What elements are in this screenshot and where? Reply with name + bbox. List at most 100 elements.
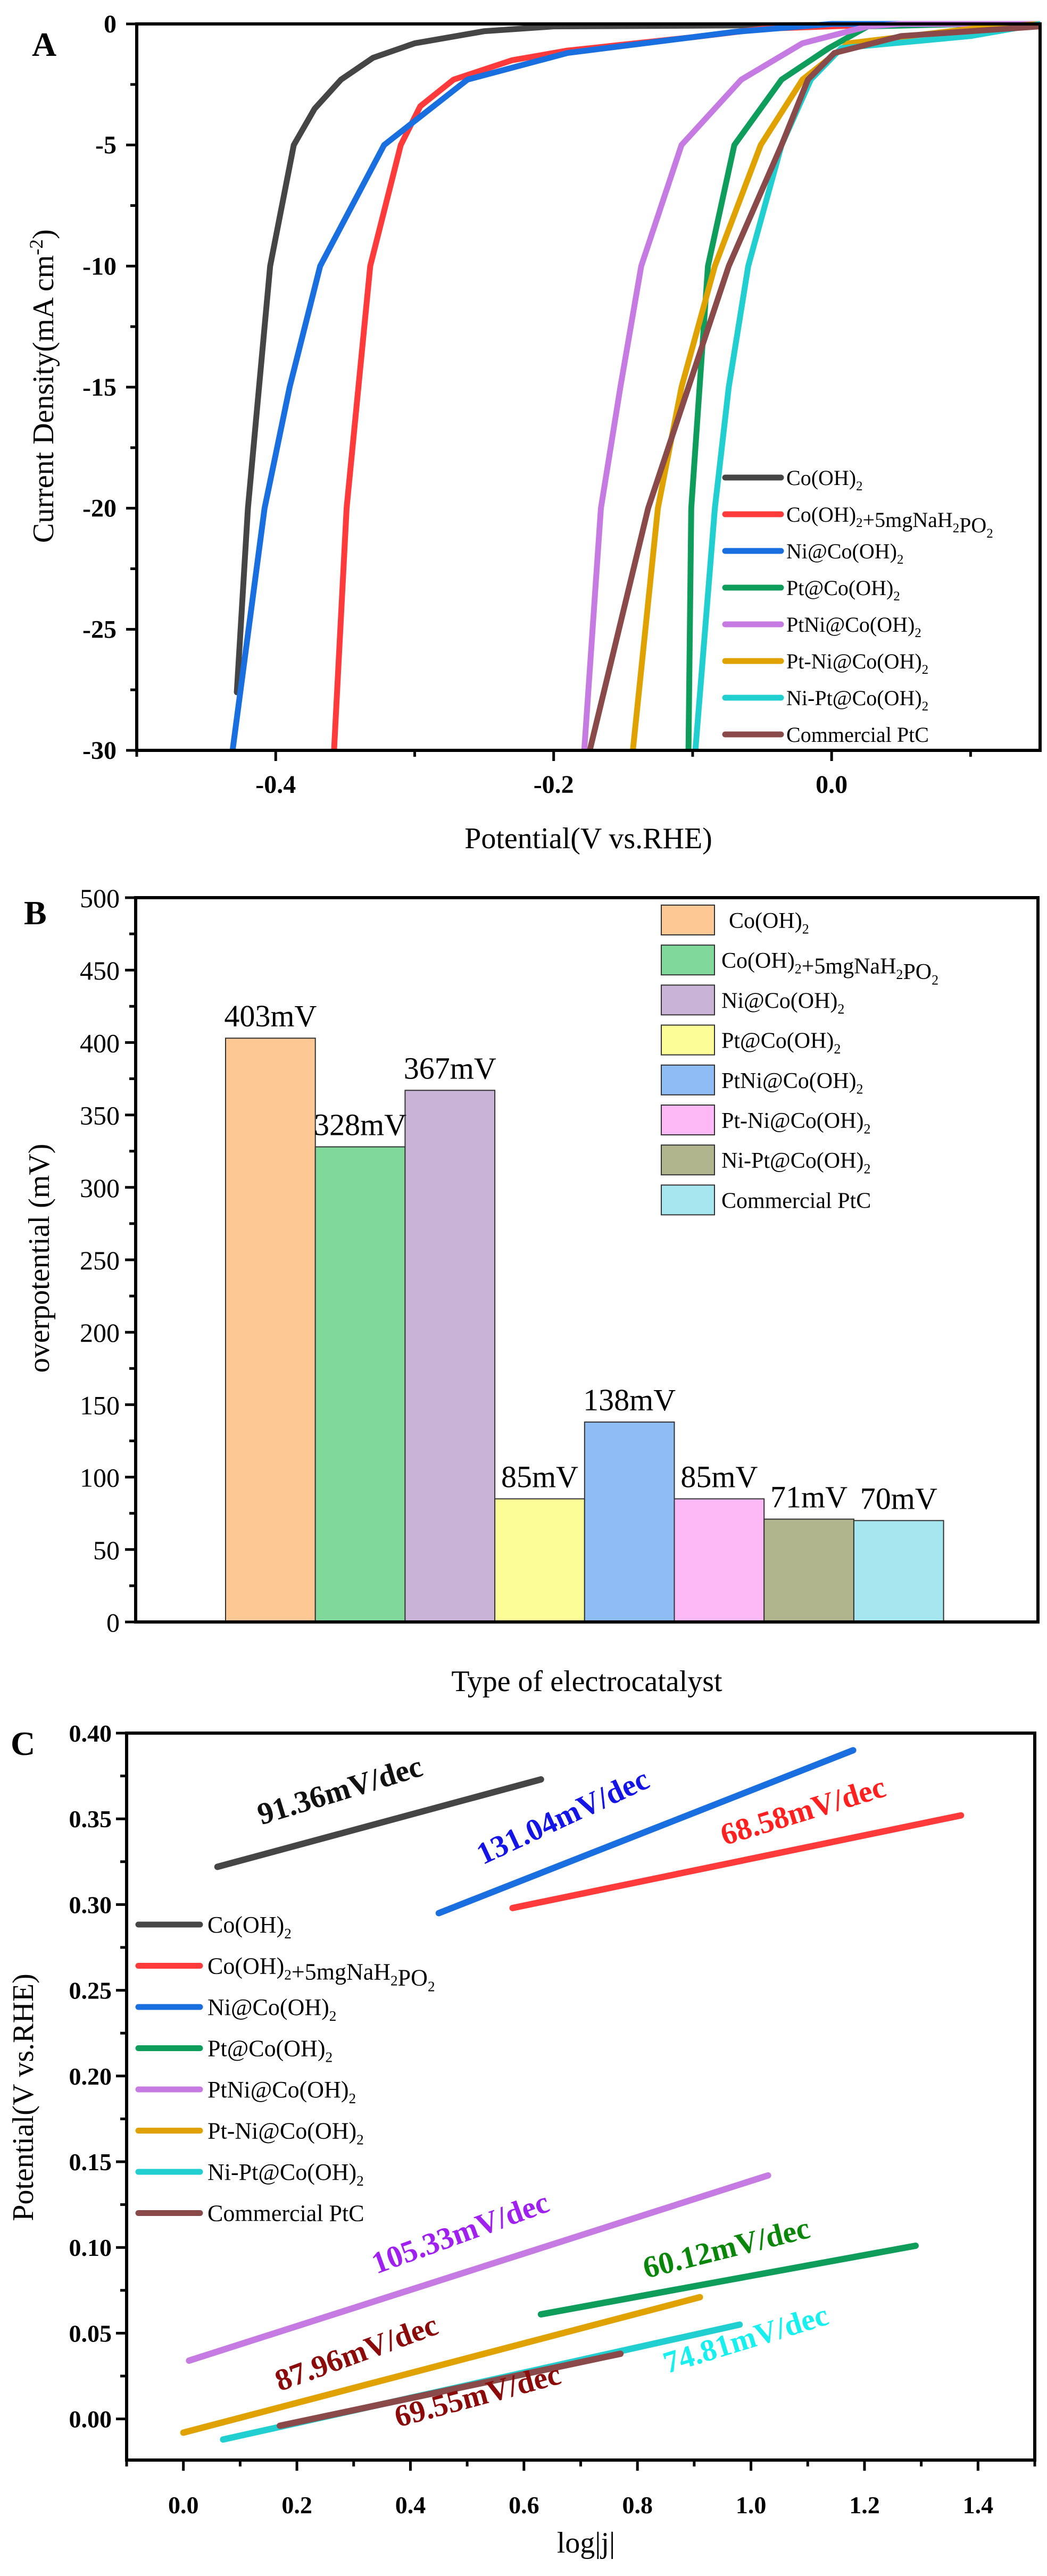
series-line-2 xyxy=(229,21,1040,750)
y-tick-label: 0 xyxy=(106,1608,120,1637)
panel-label-c: C xyxy=(11,1725,35,1762)
series-line-7 xyxy=(587,23,1040,750)
y-tick-label: -30 xyxy=(82,737,117,765)
y-tick-label: 0.00 xyxy=(69,2406,112,2433)
panel-a: 0 -5 -10 -15 -20 -25 -30 -0.4 -0.2 0.0 Potential(V… xyxy=(26,10,1040,855)
y-tick-label: 0.40 xyxy=(69,1720,112,1747)
legend-item: Co(OH)2+5mgNaH2PO2 xyxy=(135,1953,435,1995)
tafel-line-1 xyxy=(509,1812,965,1911)
y-tick-label: 0.15 xyxy=(69,2148,112,2176)
tafel-line-0 xyxy=(214,1776,544,1870)
bar-data-label: 367mV xyxy=(404,1051,496,1085)
bar-data-label: 85mV xyxy=(680,1459,758,1494)
legend-label: PtNi@Co(OH)2 xyxy=(721,1069,863,1097)
bar-data-label: 70mV xyxy=(860,1481,937,1516)
x-axis-title: log|j| xyxy=(557,2527,616,2560)
y-tick-label: 400 xyxy=(80,1028,120,1058)
x-tick-label: 0.0 xyxy=(168,2491,199,2519)
y-tick-label: -5 xyxy=(95,131,117,160)
bar-7 xyxy=(853,1520,944,1623)
y-axis-title: Current Density(mA cm-2) xyxy=(26,229,60,543)
legend-item: Pt-Ni@Co(OH)2 xyxy=(661,1105,870,1137)
legend-label: Pt-Ni@Co(OH)2 xyxy=(786,649,928,677)
bar-data-label: 138mV xyxy=(583,1383,676,1417)
y-tick-label: -25 xyxy=(82,615,117,643)
legend-label: Ni-Pt@Co(OH)2 xyxy=(207,2159,364,2189)
bar-3 xyxy=(494,1498,585,1622)
y-tick-label: 50 xyxy=(93,1535,120,1565)
legend-item: Commercial PtC xyxy=(722,723,929,747)
legend-label: Co(OH)2+5mgNaH2PO2 xyxy=(207,1953,435,1995)
tafel-line-3 xyxy=(537,2242,919,2318)
legend-item: Ni@Co(OH)2 xyxy=(135,1994,336,2024)
plot-frame-a xyxy=(135,22,1042,752)
x-tick-label: -0.2 xyxy=(534,771,574,799)
legend-label: Commercial PtC xyxy=(786,723,929,747)
y-tick-label: 200 xyxy=(80,1318,120,1348)
legend-label: Ni@Co(OH)2 xyxy=(721,989,844,1017)
legend-label: Pt@Co(OH)2 xyxy=(786,576,900,604)
y-tick-label: 500 xyxy=(80,883,120,913)
legend-label: Co(OH)2+5mgNaH2PO2 xyxy=(786,503,993,541)
legend-item: Pt-Ni@Co(OH)2 xyxy=(722,649,928,677)
y-tick-label: 450 xyxy=(80,956,120,985)
legend-label: Pt@Co(OH)2 xyxy=(207,2036,333,2065)
tafel-line-2 xyxy=(435,1747,857,1917)
legend-item: PtNi@Co(OH)2 xyxy=(661,1064,863,1097)
legend-item: Pt@Co(OH)2 xyxy=(135,2036,333,2065)
y-tick-label: -10 xyxy=(82,252,117,280)
legend-item: Pt@Co(OH)2 xyxy=(722,576,900,604)
tafel-slope-label: 74.81mV/dec xyxy=(659,2297,833,2380)
legend-item: Commercial PtC xyxy=(661,1184,871,1216)
legend-item: PtNi@Co(OH)2 xyxy=(135,2077,356,2106)
y-tick-label: 100 xyxy=(80,1463,120,1493)
legend-item: Co(OH)2 xyxy=(722,466,863,494)
y-tick-label: 0.20 xyxy=(69,2063,112,2090)
bar-1 xyxy=(314,1146,406,1623)
legend-item: Co(OH)2 xyxy=(661,905,809,937)
y-tick-label: 150 xyxy=(80,1390,120,1420)
y-tick-label: -20 xyxy=(82,495,117,523)
panel-c: 91.36mV/dec 68.58mV/dec131.04mV/dec60.12m… xyxy=(7,1720,1036,2560)
panel-label-b: B xyxy=(24,894,47,932)
tafel-line-4 xyxy=(186,2172,771,2364)
x-tick-label: 1.4 xyxy=(963,2491,994,2519)
tafel-slope-label: 60.12mV/dec xyxy=(639,2210,813,2285)
x-tick-label: 1.2 xyxy=(849,2491,880,2519)
legend-label: Co(OH)2 xyxy=(786,466,863,494)
y-tick-label: 0 xyxy=(104,10,117,38)
x-tick-label: 1.0 xyxy=(736,2491,767,2519)
x-tick-label: 0.8 xyxy=(622,2491,653,2519)
y-axis-title: Potential(V vs.RHE) xyxy=(7,1973,40,2221)
bar-data-label: 328mV xyxy=(314,1108,406,1142)
y-tick-label: 250 xyxy=(80,1245,120,1275)
legend-label: Co(OH)2+5mgNaH2PO2 xyxy=(721,949,938,988)
y-tick-label: 0.10 xyxy=(69,2234,112,2261)
legend-item: Ni@Co(OH)2 xyxy=(722,539,903,567)
legend-label: Commercial PtC xyxy=(207,2201,364,2227)
bar-5 xyxy=(674,1498,765,1622)
legend-item: Co(OH)2 xyxy=(135,1912,292,1942)
series-line-3 xyxy=(685,21,1040,750)
y-tick-label: 0.25 xyxy=(69,1977,112,2004)
legend-item: Co(OH)2+5mgNaH2PO2 xyxy=(722,503,993,541)
legend-label: Pt@Co(OH)2 xyxy=(721,1029,841,1057)
bar-2 xyxy=(404,1090,496,1622)
y-tick-label: 300 xyxy=(80,1173,120,1203)
legend-item: Commercial PtC xyxy=(135,2201,364,2227)
legend-label: Commercial PtC xyxy=(721,1189,871,1213)
bar-data-label: 71mV xyxy=(770,1480,847,1515)
legend-item: PtNi@Co(OH)2 xyxy=(722,613,921,640)
legend-label: Ni@Co(OH)2 xyxy=(786,539,903,567)
y-tick-label: 0.35 xyxy=(69,1805,112,1833)
legend-item: Pt@Co(OH)2 xyxy=(661,1024,841,1057)
series-line-0 xyxy=(234,21,1040,696)
legend-label: Ni-Pt@Co(OH)2 xyxy=(721,1149,870,1177)
series-line-4 xyxy=(581,21,1040,750)
x-tick-label: 0.2 xyxy=(281,2491,312,2519)
legend-swatch xyxy=(661,1144,715,1176)
legend-label: PtNi@Co(OH)2 xyxy=(786,613,921,640)
